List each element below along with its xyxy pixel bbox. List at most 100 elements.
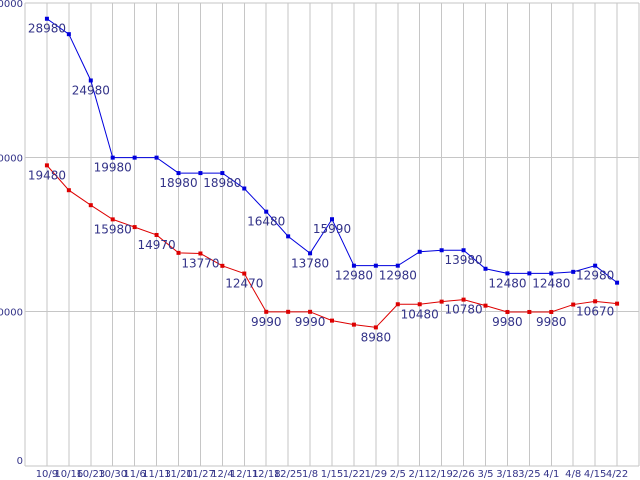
data-point-label: 12470 <box>225 277 263 291</box>
x-tick-label: 2/5 <box>390 469 406 480</box>
x-tick-label: 1/15 <box>321 469 343 480</box>
data-point-marker <box>395 263 400 268</box>
x-tick-label: 2/26 <box>452 469 474 480</box>
data-point-marker <box>505 271 510 276</box>
data-point-marker <box>66 32 71 37</box>
data-point-marker <box>593 263 598 268</box>
x-tick-label: 12/11 <box>230 469 259 480</box>
x-axis-labels: 10/910/1610/2310/3011/611/1311/2011/2712… <box>36 469 629 480</box>
data-point-label: 9990 <box>295 315 326 329</box>
x-tick-label: 11/20 <box>164 469 193 480</box>
data-point-label: 15990 <box>313 222 351 236</box>
data-point-marker <box>373 263 378 268</box>
data-point-label: 15980 <box>94 222 132 236</box>
x-tick-label: 3/18 <box>496 469 518 480</box>
data-point-label: 13770 <box>181 256 219 270</box>
data-point-marker <box>593 299 598 304</box>
data-point-marker <box>395 302 400 307</box>
data-point-label: 9980 <box>536 315 567 329</box>
data-point-marker <box>571 302 576 307</box>
y-tick-label: 0 <box>17 456 23 467</box>
data-point-label: 10670 <box>576 304 614 318</box>
data-point-marker <box>461 297 466 302</box>
data-point-marker <box>154 155 159 160</box>
data-point-marker <box>242 271 247 276</box>
data-point-label: 10480 <box>401 307 439 321</box>
data-point-marker <box>286 309 291 314</box>
data-point-labels: 28980 24980 19980 18980 18980 16480 13780 15990… <box>28 22 614 345</box>
data-point-label: 12480 <box>532 276 570 290</box>
x-tick-label: 11/13 <box>142 469 171 480</box>
data-point-marker <box>176 250 181 255</box>
data-point-marker <box>110 155 115 160</box>
data-point-label: 19480 <box>28 168 66 182</box>
x-tick-label: 1/22 <box>343 469 365 480</box>
data-point-marker <box>461 248 466 253</box>
x-tick-label: 3/5 <box>477 469 493 480</box>
data-point-marker <box>110 217 115 222</box>
data-point-label: 12980 <box>335 269 373 283</box>
x-tick-label: 12/18 <box>252 469 281 480</box>
x-tick-label: 10/16 <box>54 469 83 480</box>
data-point-marker <box>132 155 137 160</box>
x-tick-label: 4/1 <box>543 469 559 480</box>
y-tick-label: 10000 <box>0 308 23 319</box>
data-point-marker <box>351 263 356 268</box>
data-point-label: 13780 <box>291 256 329 270</box>
data-point-label: 16480 <box>247 215 285 229</box>
data-point-marker <box>220 171 225 176</box>
x-tick-label: 12/4 <box>211 469 233 480</box>
data-point-marker <box>483 266 488 271</box>
data-point-marker <box>527 271 532 276</box>
y-tick-label: 30000 <box>0 0 23 10</box>
data-point-marker <box>44 163 49 168</box>
data-point-marker <box>330 217 334 222</box>
series-red-price-line <box>44 163 620 330</box>
data-point-marker <box>264 209 269 214</box>
data-point-label: 9990 <box>251 315 282 329</box>
x-tick-label: 4/8 <box>565 469 581 480</box>
x-tick-label: 10/30 <box>98 469 127 480</box>
x-tick-label: 11/27 <box>186 469 215 480</box>
data-point-marker <box>373 325 378 330</box>
x-tick-label: 10/9 <box>36 469 58 480</box>
data-point-marker <box>88 203 93 208</box>
data-point-marker <box>176 171 181 176</box>
data-point-marker <box>308 251 313 256</box>
data-point-label: 18980 <box>159 176 197 190</box>
data-point-marker <box>330 318 334 323</box>
data-point-marker <box>44 16 49 21</box>
data-point-marker <box>549 309 554 314</box>
data-point-label: 14970 <box>137 238 175 252</box>
data-point-marker <box>417 302 422 307</box>
x-tick-label: 2/11 <box>408 469 430 480</box>
data-point-marker <box>549 271 554 276</box>
data-point-label: 12980 <box>379 269 417 283</box>
x-tick-label: 11/6 <box>123 469 145 480</box>
data-point-marker <box>417 249 422 254</box>
data-point-marker <box>154 232 159 237</box>
series-blue-price-line <box>44 16 620 285</box>
x-tick-label: 1/29 <box>365 469 387 480</box>
data-point-marker <box>615 301 620 306</box>
y-tick-label: 20000 <box>0 153 23 164</box>
data-point-label: 19980 <box>94 161 132 175</box>
data-point-label: 13980 <box>444 253 482 267</box>
data-point-marker <box>308 309 313 314</box>
x-tick-label: 4/15 <box>584 469 606 480</box>
y-axis-labels: 30000 20000 10000 0 <box>0 0 23 467</box>
data-point-marker <box>483 303 488 308</box>
data-point-marker <box>527 309 532 314</box>
data-point-marker <box>286 234 291 239</box>
data-point-marker <box>351 322 356 327</box>
x-tick-label: 4/22 <box>606 469 628 480</box>
x-tick-label: 3/25 <box>518 469 540 480</box>
data-point-label: 18980 <box>203 176 241 190</box>
x-tick-label: 1/8 <box>302 469 318 480</box>
x-tick-label: 10/23 <box>76 469 105 480</box>
data-point-marker <box>220 263 225 268</box>
data-point-marker <box>264 309 269 314</box>
data-point-marker <box>242 186 247 191</box>
data-point-label: 8980 <box>361 330 392 344</box>
